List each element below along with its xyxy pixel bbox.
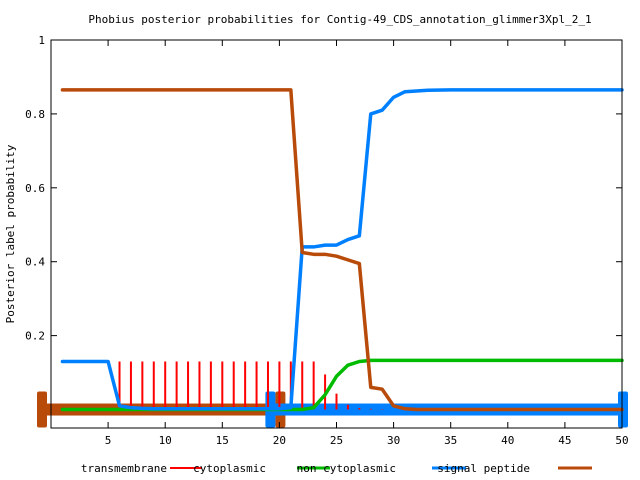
x-tick-label-9: 50: [615, 434, 628, 447]
legend-label-transmembrane: transmembrane: [81, 462, 167, 475]
legend-label-non-cytoplasmic: non cytoplasmic: [297, 462, 396, 475]
topology-cap-left-0: [37, 391, 47, 428]
x-tick-label-7: 40: [501, 434, 514, 447]
x-tick-label-0: 5: [105, 434, 112, 447]
y-tick-label-0: 0.2: [25, 330, 45, 343]
x-tick-label-8: 45: [558, 434, 571, 447]
non-cytoplasmic-line: [60, 88, 624, 411]
y-tick-label-3: 0.8: [25, 108, 45, 121]
series-layer: [60, 88, 624, 412]
y-tick-label-2: 0.6: [25, 182, 45, 195]
x-tick-label-6: 35: [444, 434, 457, 447]
x-tick-label-2: 15: [216, 434, 229, 447]
x-tick-label-1: 10: [159, 434, 172, 447]
plot-frame: [50, 39, 623, 429]
legend: transmembrane cytoplasmic non cytoplasmic s…: [81, 462, 592, 475]
axis-ticks: 5 10 15 20 25 30 35 40 45 50 0.2 0.4 0.6 0.8 1: [25, 34, 629, 447]
y-tick-label-1: 0.4: [25, 256, 45, 269]
y-axis-label: Posterior label probability: [4, 144, 17, 323]
legend-label-cytoplasmic: cytoplasmic: [193, 462, 266, 475]
x-tick-label-5: 30: [387, 434, 400, 447]
x-tick-label-4: 25: [330, 434, 343, 447]
y-tick-label-4: 1: [38, 34, 45, 47]
cytoplasmic-line: [60, 358, 624, 412]
legend-label-signal-peptide: signal peptide: [437, 462, 530, 475]
x-tick-label-3: 20: [273, 434, 286, 447]
chart-title: Phobius posterior probabilities for Cont…: [88, 13, 591, 26]
